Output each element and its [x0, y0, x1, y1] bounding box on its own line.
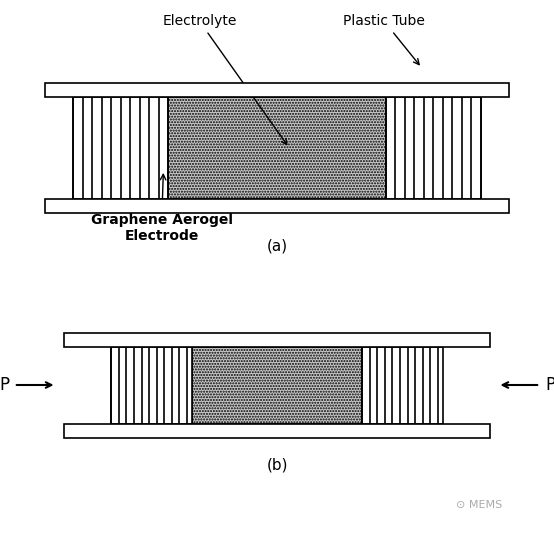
Bar: [168, 97, 386, 199]
Text: P: P: [0, 376, 9, 394]
Text: Plastic Tube: Plastic Tube: [343, 14, 425, 65]
Bar: [74, 97, 168, 199]
Text: P: P: [545, 376, 554, 394]
Bar: [64, 424, 490, 438]
Text: (a): (a): [266, 238, 288, 253]
Text: Electrolyte: Electrolyte: [162, 14, 287, 144]
Bar: [64, 332, 490, 347]
Bar: [386, 97, 480, 199]
Bar: [111, 347, 192, 424]
Bar: [45, 83, 509, 97]
Bar: [192, 347, 362, 424]
Text: ⊙ MEMS: ⊙ MEMS: [455, 500, 502, 510]
Text: (b): (b): [266, 457, 288, 472]
Text: Graphene Aerogel
Electrode: Graphene Aerogel Electrode: [90, 174, 233, 243]
Bar: [45, 199, 509, 213]
Bar: [362, 347, 443, 424]
